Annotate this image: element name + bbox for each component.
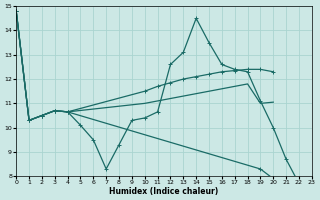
X-axis label: Humidex (Indice chaleur): Humidex (Indice chaleur) (109, 187, 219, 196)
